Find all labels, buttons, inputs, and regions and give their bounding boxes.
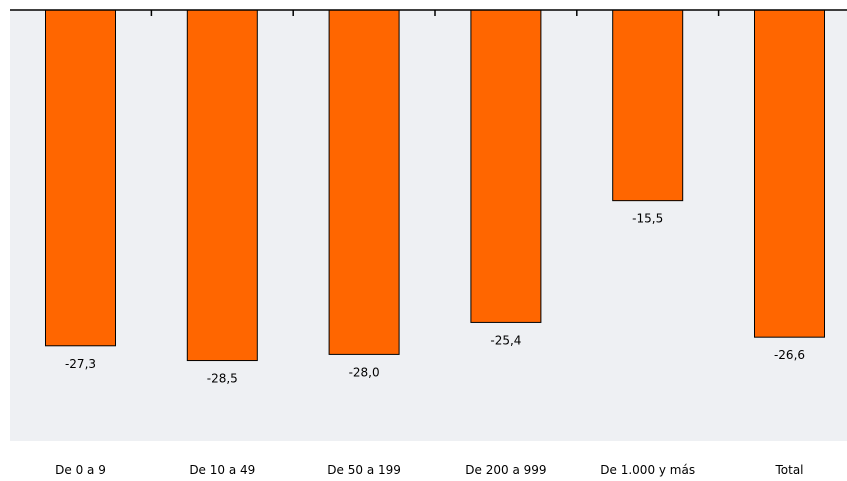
data-label-1: -27,3 (65, 357, 96, 371)
bar-4 (470, 9, 542, 323)
bar-6 (754, 9, 825, 338)
category-label-6: Total (774, 463, 803, 477)
categories-layer: De 0 a 9 De 10 a 49 De 50 a 199 De 200 a 99… (55, 463, 803, 477)
category-label-1: De 0 a 9 (55, 463, 106, 477)
category-label-3: De 50 a 199 (327, 463, 401, 477)
data-label-4: -25,4 (490, 333, 521, 347)
category-label-2: De 10 a 49 (189, 463, 255, 477)
category-label-5: De 1.000 y más (600, 463, 695, 477)
data-label-5: -15,5 (632, 212, 663, 226)
labels-layer: -27,3 -28,5 -28,0 -25,4 -15,5 -26,6 (65, 212, 805, 386)
ticks-layer (150, 10, 720, 16)
data-label-3: -28,0 (349, 365, 380, 379)
bar-5 (612, 9, 684, 202)
data-label-2: -28,5 (207, 372, 238, 386)
category-label-4: De 200 a 999 (465, 463, 546, 477)
bars-layer (45, 9, 825, 362)
bar-1 (45, 9, 116, 347)
bar-3 (328, 9, 400, 355)
bar-2 (186, 9, 258, 362)
data-label-6: -26,6 (774, 348, 805, 362)
plot-area (10, 10, 847, 441)
